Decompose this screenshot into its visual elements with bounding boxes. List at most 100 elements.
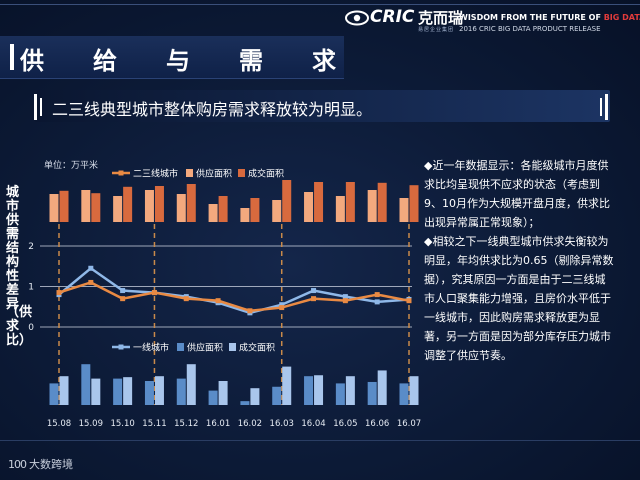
tier1-legend-supply-swatch — [177, 343, 184, 351]
tier23-ratio-point — [56, 290, 62, 296]
tier23-supply-bar — [335, 196, 345, 222]
tier23-ratio-point — [88, 279, 94, 285]
page-title: 供 给 与 需 求 — [20, 41, 336, 75]
tier1-supply-bar — [399, 383, 409, 405]
tier23-deal-bar — [282, 180, 292, 222]
tier1-deal-bar — [345, 376, 355, 405]
tier1-ratio-line — [58, 266, 410, 315]
tier1-deal-bar — [123, 377, 133, 405]
tier1-supply-bar — [144, 381, 154, 405]
tier1-supply-bar — [240, 401, 250, 405]
tier1-ratio-point — [311, 288, 317, 294]
tier23-supply-bar — [49, 194, 59, 222]
tier23-ratio-point — [247, 308, 253, 314]
tier23-deal-bar — [250, 198, 260, 222]
tier23-deal-bar — [154, 186, 164, 222]
y-tick-label: 2 — [28, 242, 34, 252]
tier23-ratio-point — [183, 296, 189, 302]
tier23-deal-bar — [218, 196, 228, 222]
tier23-ratio-point — [120, 296, 126, 302]
subtitle-bar-left-inner — [40, 98, 42, 116]
tier1-deal-bar — [409, 376, 419, 405]
tier1-deal-bar — [154, 376, 164, 405]
logo-area: CRIC 克而瑞 易居企业集团 WISDOM FROM THE FUTURE O… — [344, 6, 640, 36]
logo-brand: CRIC — [370, 7, 415, 27]
x-tick-label: 15.08 — [47, 419, 71, 429]
logo-sub: 易居企业集团 — [418, 27, 455, 33]
bottom-rule — [0, 440, 640, 441]
tier1-deal-bar — [218, 381, 228, 405]
tier1-deal-bar — [91, 378, 101, 405]
tier23-supply-bar — [113, 196, 123, 222]
subtitle-band — [34, 90, 610, 122]
tier1-ratio-point — [88, 265, 94, 271]
tier1-supply-bar — [49, 383, 59, 405]
title-char: 需 — [239, 47, 263, 75]
footer-brand: 100 大数跨境 — [8, 456, 73, 472]
eye-logo-icon — [345, 10, 369, 26]
title-char: 供 — [20, 47, 44, 75]
y-axis-label: 城市供需结构性差异 — [6, 185, 20, 312]
subtitle-bar-right — [605, 94, 608, 120]
notes-panel: ◆近一年数据显示：各能级城市月度供求比均呈现供不应求的状态（考虑到9、10月作为… — [424, 156, 616, 365]
tier1-supply-bar — [81, 364, 91, 405]
tier23-ratio-point — [406, 298, 412, 304]
tier1-ratio-point — [374, 299, 380, 305]
subtitle-bar-right-inner — [600, 98, 602, 116]
tier23-ratio-point — [311, 296, 317, 302]
x-tick-label: 16.01 — [206, 419, 230, 429]
tier1-supply-bar — [113, 378, 123, 405]
tier23-ratio-point — [151, 290, 157, 296]
tier23-supply-bar — [240, 208, 250, 222]
x-tick-label: 15.10 — [110, 419, 134, 429]
tier1-deal-bar — [186, 364, 196, 405]
tier23-legend-label: 二三线城市 — [133, 168, 178, 180]
tier23-ratio-line — [58, 281, 410, 313]
x-tick-label: 16.05 — [333, 419, 357, 429]
tier1-deal-bar — [282, 366, 292, 405]
slogan-highlight: BIG DATA — [603, 13, 640, 22]
tier1-legend-deal-swatch — [229, 343, 236, 351]
tier1-supply-bar — [176, 378, 186, 405]
brand-number: 100 — [8, 458, 27, 471]
tier23-legend-deal-swatch — [238, 169, 245, 177]
tier23-supply-bar — [399, 198, 409, 222]
tier1-legend-marker — [118, 344, 124, 350]
tier23-deal-bar — [377, 182, 387, 222]
tier23-deal-bar — [91, 193, 101, 222]
tier23-deal-bar — [186, 184, 196, 222]
subtitle: 二三线典型城市整体购房需求释放较为明显。 — [52, 100, 373, 119]
release-text: 2016 CRIC BIG DATA PRODUCT RELEASE — [459, 25, 601, 33]
tier1-ratio-point — [120, 288, 126, 294]
tier23-ratio-point — [342, 298, 348, 304]
logo-cn: 克而瑞 — [418, 9, 464, 27]
tier23-legend-supply-swatch — [186, 169, 193, 177]
title-char: 给 — [93, 47, 117, 75]
tier23-deal-bar — [59, 190, 69, 222]
title-accent — [10, 44, 14, 70]
tier1-ratio-point — [279, 302, 285, 308]
tier23-deal-bar — [409, 185, 419, 222]
tier23-legend-marker — [118, 170, 124, 176]
tier23-ratio-point — [374, 292, 380, 298]
tier1-supply-bar — [367, 381, 377, 405]
tier1-legend-label: 一线城市 — [133, 342, 169, 354]
tier23-legend-supply-label: 供应面积 — [196, 168, 232, 180]
tier23-supply-bar — [176, 194, 186, 222]
x-tick-label: 15.12 — [174, 419, 198, 429]
title-char: 求 — [312, 47, 336, 75]
slogan: WISDOM FROM THE FUTURE OF BIG DATA — [459, 13, 640, 22]
note-paragraph: ◆近一年数据显示：各能级城市月度供求比均呈现供不应求的状态（考虑到9、10月作为… — [424, 159, 610, 229]
title-band — [0, 36, 344, 79]
tier1-supply-bar — [304, 376, 314, 405]
tier23-supply-bar — [367, 190, 377, 222]
x-tick-label: 16.07 — [397, 419, 421, 429]
tier1-deal-bar — [314, 375, 324, 405]
tier1-legend-deal-label: 成交面积 — [239, 342, 275, 354]
x-tick-label: 16.03 — [270, 419, 294, 429]
tier23-legend-deal-label: 成交面积 — [248, 168, 284, 180]
tier23-deal-bar — [123, 186, 133, 222]
tier1-supply-bar — [272, 386, 282, 405]
tier1-supply-bar — [335, 383, 345, 405]
